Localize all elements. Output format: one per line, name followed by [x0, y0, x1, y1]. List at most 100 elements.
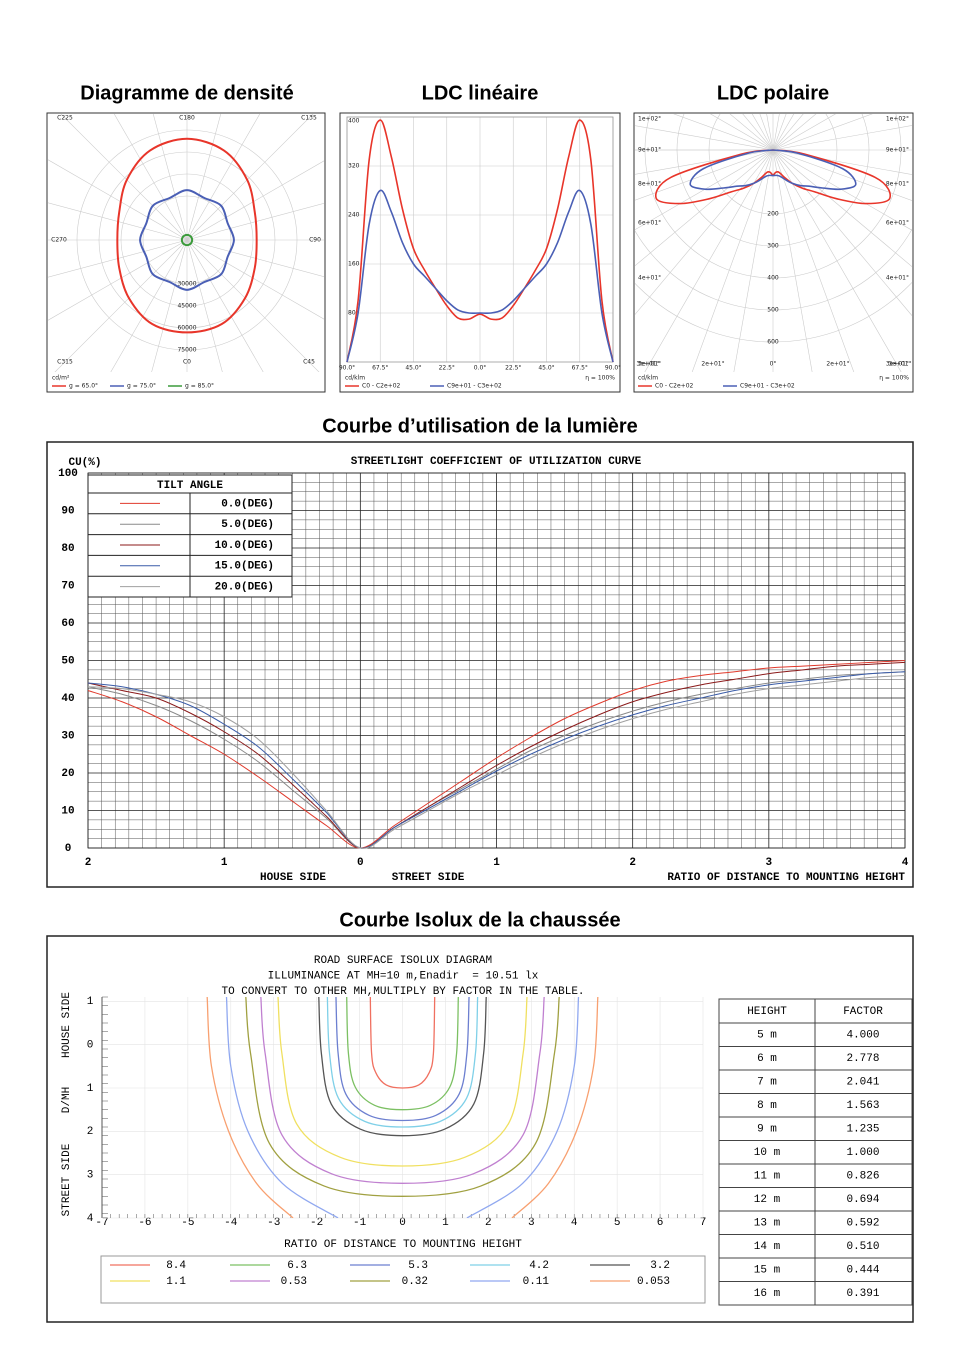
x-tick-label: 45.0° [538, 365, 554, 372]
angle-label: C270 [51, 237, 67, 244]
note: η = 100% [879, 375, 909, 382]
legend-label: 0.32 [402, 1276, 428, 1288]
y-tick-label: 320 [348, 163, 360, 170]
table-cell: 9 m [757, 1124, 777, 1136]
y-axis-label: HOUSE SIDE [61, 992, 73, 1058]
radial-line [635, 149, 774, 201]
y-tick-label: 20 [61, 768, 74, 780]
chart-frame [633, 112, 914, 393]
x-tick-label: 22.5° [505, 365, 521, 372]
ring-label: 30000 [177, 281, 196, 288]
x-tick-label: 4 [571, 1217, 578, 1229]
angle-label: C180 [179, 115, 195, 122]
x-tick-label: 67.5° [372, 365, 388, 372]
legend-label: g = 65.0° [69, 383, 98, 390]
x-tick-label: 90.0° [605, 365, 621, 372]
x-axis-label: RATIO OF DISTANCE TO MOUNTING HEIGHT [667, 872, 905, 884]
table-cell: 0.694 [846, 1194, 879, 1206]
angle-label: 3e+01° [886, 361, 909, 368]
legend-label: 0.0(DEG) [221, 498, 274, 510]
legend-label: 5.0(DEG) [221, 519, 274, 531]
angle-label: 1e+02° [638, 116, 661, 123]
x-tick-label: -3 [267, 1217, 280, 1229]
polar-grid [635, 114, 912, 372]
line-series [87, 660, 906, 849]
contours [206, 997, 599, 1218]
x-tick-label: -7 [95, 1217, 108, 1229]
x-tick-label: 2 [485, 1217, 492, 1229]
table-cell: 0.391 [846, 1288, 879, 1300]
angle-label: 0° [770, 361, 777, 368]
y-tick-label: 1 [87, 996, 94, 1008]
table-cell: 14 m [754, 1241, 781, 1253]
x-tick-label: 1 [493, 857, 500, 869]
ring [635, 228, 912, 311]
radial-line [48, 202, 188, 241]
radial-line [186, 202, 324, 241]
unit-label: cd/klm [345, 375, 365, 382]
angle-label: 8e+01° [638, 181, 661, 188]
radial-line [691, 149, 774, 372]
y-tick-label: 50 [61, 655, 74, 667]
isolux-contour [318, 997, 487, 1137]
legend-label: 4.2 [529, 1260, 549, 1272]
ring-label: 500 [767, 307, 779, 314]
table-cell: 0.826 [846, 1171, 879, 1183]
x-tick-label: 45.0° [405, 365, 421, 372]
x-tick-label: 5 [614, 1217, 621, 1229]
angle-label: 2e+01° [701, 361, 724, 368]
line-series [346, 189, 614, 363]
radial-line [635, 149, 774, 267]
y-tick-label: 90 [61, 505, 74, 517]
x-tick-label: 3 [766, 857, 773, 869]
table-cell: 11 m [754, 1171, 781, 1183]
section-title: Diagramme de densité [80, 82, 293, 104]
table-header: HEIGHT [747, 1006, 787, 1018]
chart-subtitle: ROAD SURFACE ISOLUX DIAGRAM [314, 955, 492, 967]
isolux-contour [206, 997, 599, 1218]
y-tick-label: 80 [61, 543, 74, 555]
polar-curve [689, 149, 857, 191]
radial-line [772, 149, 902, 372]
radial-line [635, 149, 774, 231]
x-tick-label: 1 [221, 857, 228, 869]
radial-line [635, 149, 774, 315]
radial-line [772, 149, 912, 175]
table-cell: 10 m [754, 1147, 781, 1159]
x-tick-label: -4 [224, 1217, 238, 1229]
x-axis-label: HOUSE SIDE [260, 872, 326, 884]
y-tick-label: 1 [87, 1083, 94, 1095]
x-axis-label: STREET SIDE [392, 872, 465, 884]
line-series [87, 671, 906, 849]
table-cell: 15 m [754, 1265, 781, 1277]
ring [120, 173, 254, 307]
table-cell: 4.000 [846, 1030, 879, 1042]
isolux-contour [245, 997, 560, 1197]
legend-label: 5.3 [408, 1260, 428, 1272]
legend-label: 0.053 [637, 1276, 670, 1288]
table-cell: 16 m [754, 1288, 781, 1300]
legend-label: C0 - C2e+02 [655, 383, 694, 390]
angle-label: 3e+01° [638, 361, 661, 368]
radial-line [772, 149, 912, 268]
isolux-contour [326, 997, 479, 1128]
y-tick-label: 0 [87, 1040, 94, 1052]
radial-line [772, 149, 912, 231]
x-tick-label: -2 [310, 1217, 323, 1229]
radial-line [635, 125, 774, 151]
radial-line [772, 114, 836, 151]
y-tick-label: 160 [348, 261, 360, 268]
radial-line [186, 114, 314, 241]
radial-line [151, 239, 188, 372]
section-title: LDC linéaire [422, 82, 539, 104]
table-cell: 0.444 [846, 1265, 879, 1277]
y-tick-label: 2 [87, 1126, 94, 1138]
note: η = 100% [585, 375, 615, 382]
legend-label: 15.0(DEG) [215, 561, 274, 573]
ring [708, 114, 838, 215]
chart-subtitle: TO CONVERT TO OTHER MH,MULTIPLY BY FACTO… [221, 986, 584, 998]
section-title: LDC polaire [717, 82, 829, 104]
table-cell: 13 m [754, 1218, 781, 1230]
ring [76, 129, 298, 351]
x-tick-label: 6 [657, 1217, 664, 1229]
